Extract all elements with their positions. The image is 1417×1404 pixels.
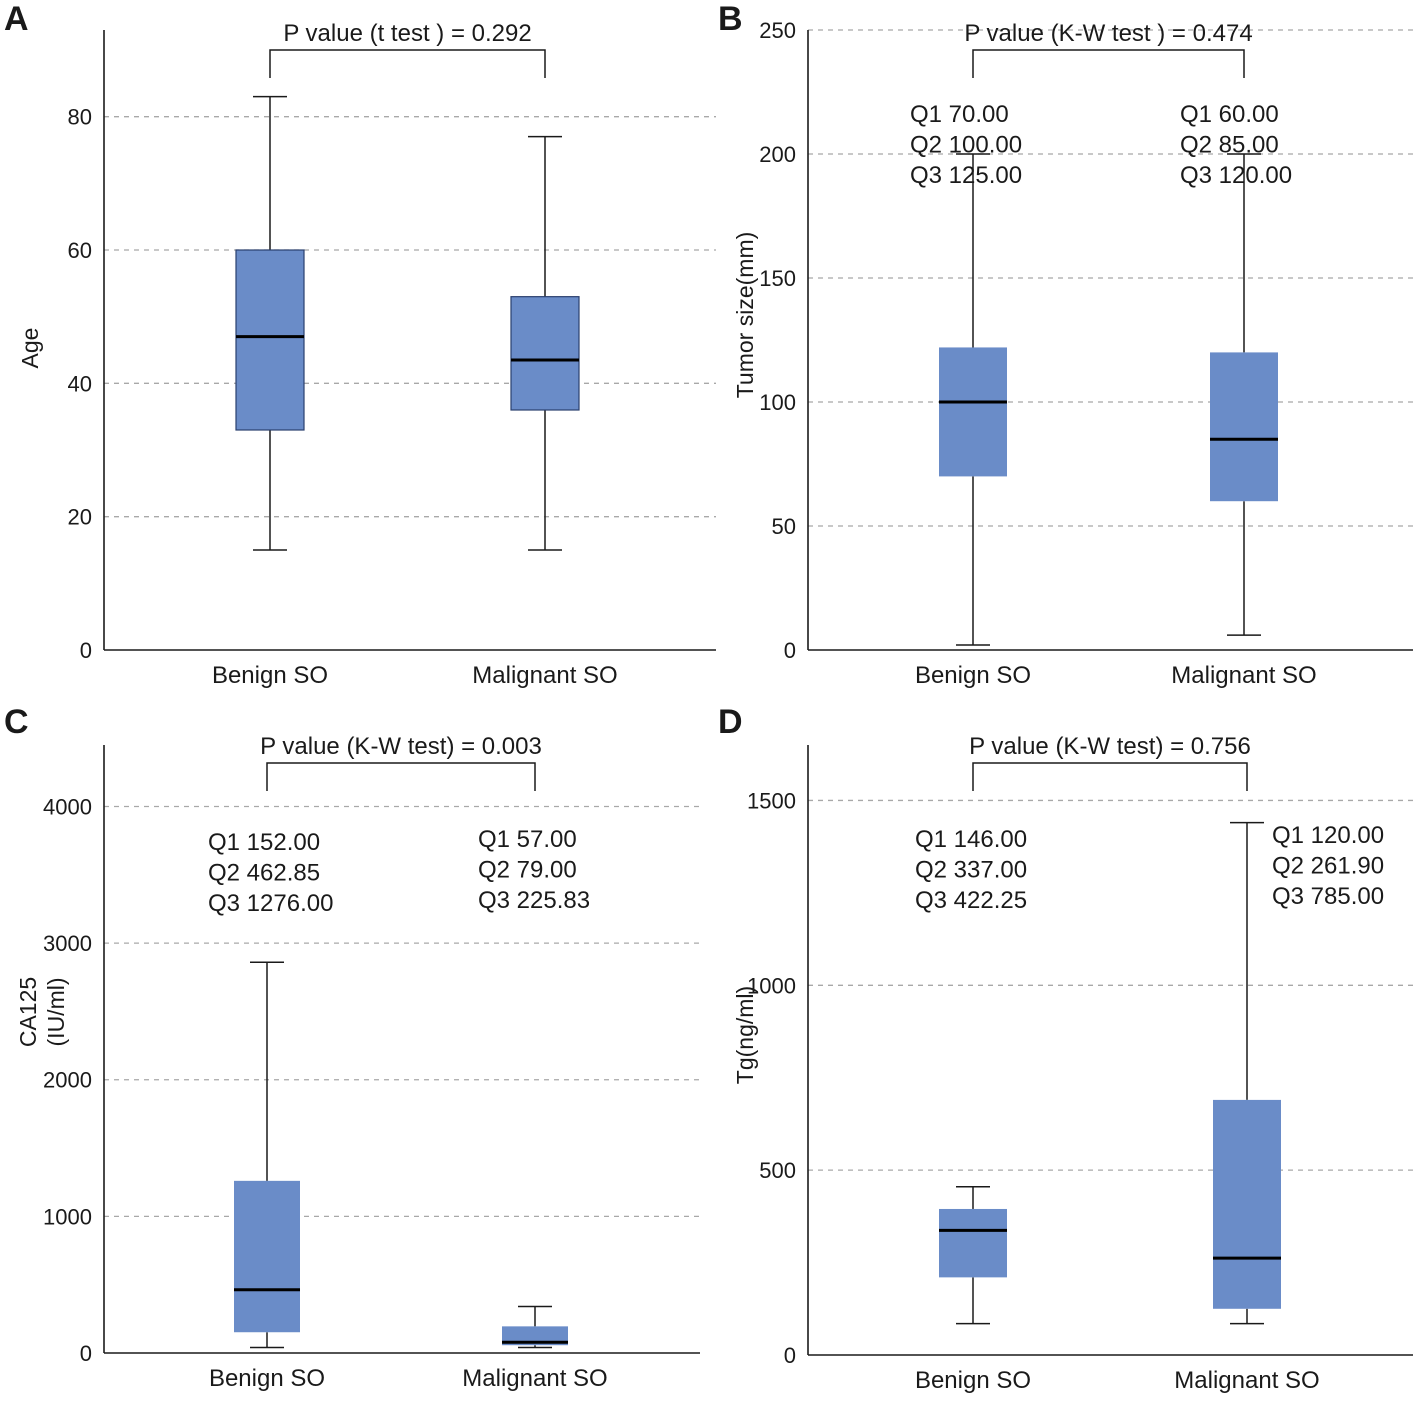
panel-c-box-0-iqr [234, 1180, 300, 1333]
panel-d-ytick-label-2: 1000 [747, 973, 796, 998]
panel-d-ytick-label-3: 1500 [747, 788, 796, 813]
panel-c-box-1-quartile-label-2: Q3 225.83 [478, 887, 590, 914]
panel-d-box-0-quartile-label-2: Q3 422.25 [915, 887, 1027, 914]
panel-c-xcat-label-0: Benign SO [209, 1365, 325, 1392]
panel-b-box-0-quartile-label-2: Q3 125.00 [910, 162, 1022, 189]
panel-c-y-axis-label-line-1: (IU/ml) [43, 978, 69, 1047]
panel-a-box-0-iqr [235, 249, 305, 431]
panel-a-pvalue-label: P value (t test ) = 0.292 [283, 20, 531, 47]
panel-b-y-axis-label-line-0: Tumor size(mm) [732, 232, 758, 399]
panel-a-ytick-label-0: 0 [80, 638, 92, 663]
panel-c-significance-bracket [266, 762, 536, 791]
panel-c-box-1-quartile-label-1: Q2 79.00 [478, 857, 577, 884]
panel-d-xcat-label-0: Benign SO [915, 1367, 1031, 1394]
panel-c-ytick-label-3: 3000 [43, 931, 92, 956]
panel-a-y-axis-label: Age [17, 328, 43, 369]
panel-b-box-0-quartile-label-0: Q1 70.00 [910, 101, 1009, 128]
panel-d-letter: D [718, 703, 743, 741]
panel-d-significance-bracket [972, 762, 1248, 791]
panel-d-pvalue-label: P value (K-W test) = 0.756 [969, 733, 1251, 760]
panel-c-box-1-iqr [502, 1326, 568, 1346]
panel-c-xcat-label-1: Malignant SO [462, 1365, 607, 1392]
panel-b-ytick-label-4: 200 [759, 142, 796, 167]
panel-b-box-0-iqr [939, 347, 1007, 477]
panel-c-ytick-label-2: 2000 [43, 1068, 92, 1093]
panel-a-ytick-label-2: 40 [68, 371, 92, 396]
panel-c-pvalue-label: P value (K-W test) = 0.003 [260, 733, 542, 760]
panel-d-box-0-quartile-label-0: Q1 146.00 [915, 826, 1027, 853]
panel-a-xcat-label-1: Malignant SO [472, 662, 617, 689]
panel-d-box-1-quartile-label-0: Q1 120.00 [1272, 822, 1384, 849]
panel-a-box-1-iqr [510, 296, 580, 411]
panel-a-letter: A [4, 0, 29, 38]
panel-b-pvalue-label: P value (K-W test ) = 0.474 [964, 20, 1252, 47]
panel-b-ytick-label-2: 100 [759, 390, 796, 415]
panel-c-ytick-label-0: 0 [80, 1341, 92, 1366]
panel-a-significance-bracket [269, 49, 546, 78]
panel-d-xcat-label-1: Malignant SO [1174, 1367, 1319, 1394]
panel-c-box-1-quartile-label-0: Q1 57.00 [478, 826, 577, 853]
panel-c-y-axis-label: CA125(IU/ml) [15, 977, 69, 1047]
panel-c-ytick-label-1: 1000 [43, 1204, 92, 1229]
panel-d-box-1-iqr [1213, 1099, 1281, 1309]
panel-b-ytick-label-0: 0 [784, 638, 796, 663]
panel-b-xcat-label-0: Benign SO [915, 662, 1031, 689]
panel-d-y-axis-label-line-0: Tg(ng/ml) [732, 986, 758, 1084]
panel-b-box-1-quartile-label-0: Q1 60.00 [1180, 101, 1279, 128]
panel-b-letter: B [718, 0, 743, 38]
panel-b-box-1-quartile-label-1: Q2 85.00 [1180, 132, 1279, 159]
panel-d-box-0-quartile-label-1: Q2 337.00 [915, 857, 1027, 884]
panel-a-xcat-label-0: Benign SO [212, 662, 328, 689]
panel-a-ytick-label-3: 60 [68, 238, 92, 263]
panel-a-y-axis-label-line-0: Age [17, 328, 43, 369]
panel-c-y-axis-label-line-0: CA125 [15, 977, 41, 1047]
panel-b-y-axis-label: Tumor size(mm) [732, 232, 758, 399]
panel-d-ytick-label-1: 500 [759, 1158, 796, 1183]
panel-b-ytick-label-1: 50 [772, 514, 796, 539]
panel-c-box-0-quartile-label-1: Q2 462.85 [208, 860, 320, 887]
panel-c-box-0-quartile-label-0: Q1 152.00 [208, 829, 320, 856]
panel-c-box-0-quartile-label-2: Q3 1276.00 [208, 890, 333, 917]
panel-a-ytick-label-1: 20 [68, 505, 92, 530]
panel-d-y-axis-label: Tg(ng/ml) [732, 986, 758, 1084]
panel-d-box-0-iqr [939, 1208, 1007, 1278]
panel-b-box-1-iqr [1210, 352, 1278, 502]
panel-b-box-1-quartile-label-2: Q3 120.00 [1180, 162, 1292, 189]
panel-b-box-0-quartile-label-1: Q2 100.00 [910, 132, 1022, 159]
panel-b-significance-bracket [972, 49, 1245, 78]
panel-c-letter: C [4, 703, 29, 741]
panel-c-ytick-label-4: 4000 [43, 794, 92, 819]
panel-b-xcat-label-1: Malignant SO [1171, 662, 1316, 689]
panel-a-ytick-label-4: 80 [68, 105, 92, 130]
panel-d-ytick-label-0: 0 [784, 1343, 796, 1368]
panel-b-ytick-label-3: 150 [759, 266, 796, 291]
panel-b-ytick-label-5: 250 [759, 18, 796, 43]
panel-d-box-1-quartile-label-1: Q2 261.90 [1272, 853, 1384, 880]
panel-d-box-1-quartile-label-2: Q3 785.00 [1272, 883, 1384, 910]
